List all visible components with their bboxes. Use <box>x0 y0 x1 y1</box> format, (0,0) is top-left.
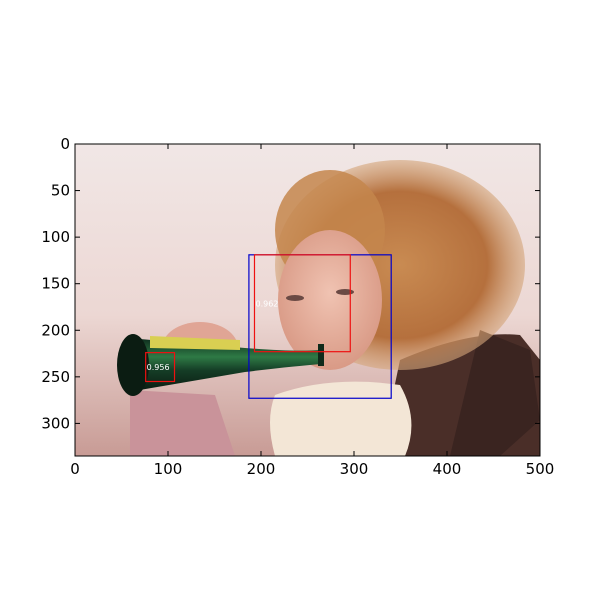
x-tick-label: 300 <box>340 460 369 478</box>
y-tick-label: 100 <box>41 228 70 246</box>
face-box-score-label: 0.962 <box>255 299 278 308</box>
x-tick-label: 400 <box>433 460 462 478</box>
x-tick-label: 200 <box>247 460 276 478</box>
detection-boxes: 0.962 0.956 <box>145 254 392 399</box>
y-tick-label: 50 <box>51 182 70 200</box>
y-tick-label: 150 <box>41 275 70 293</box>
y-tick-label: 200 <box>41 321 70 339</box>
x-tick-label: 500 <box>526 460 555 478</box>
photo-woman-drinking-icon <box>75 144 540 456</box>
x-axis: 0 100 200 300 400 500 <box>70 144 554 478</box>
x-tick-label: 0 <box>70 460 80 478</box>
bottle-box <box>145 352 176 383</box>
y-tick-label: 0 <box>60 135 70 153</box>
y-tick-label: 300 <box>41 414 70 432</box>
y-tick-label: 250 <box>41 368 70 386</box>
bottle-box-score-label: 0.956 <box>147 363 170 372</box>
face-box <box>253 254 351 353</box>
x-tick-label: 100 <box>154 460 183 478</box>
axes-frame <box>74 143 541 457</box>
y-axis: 0 50 100 150 200 250 300 <box>41 135 540 432</box>
